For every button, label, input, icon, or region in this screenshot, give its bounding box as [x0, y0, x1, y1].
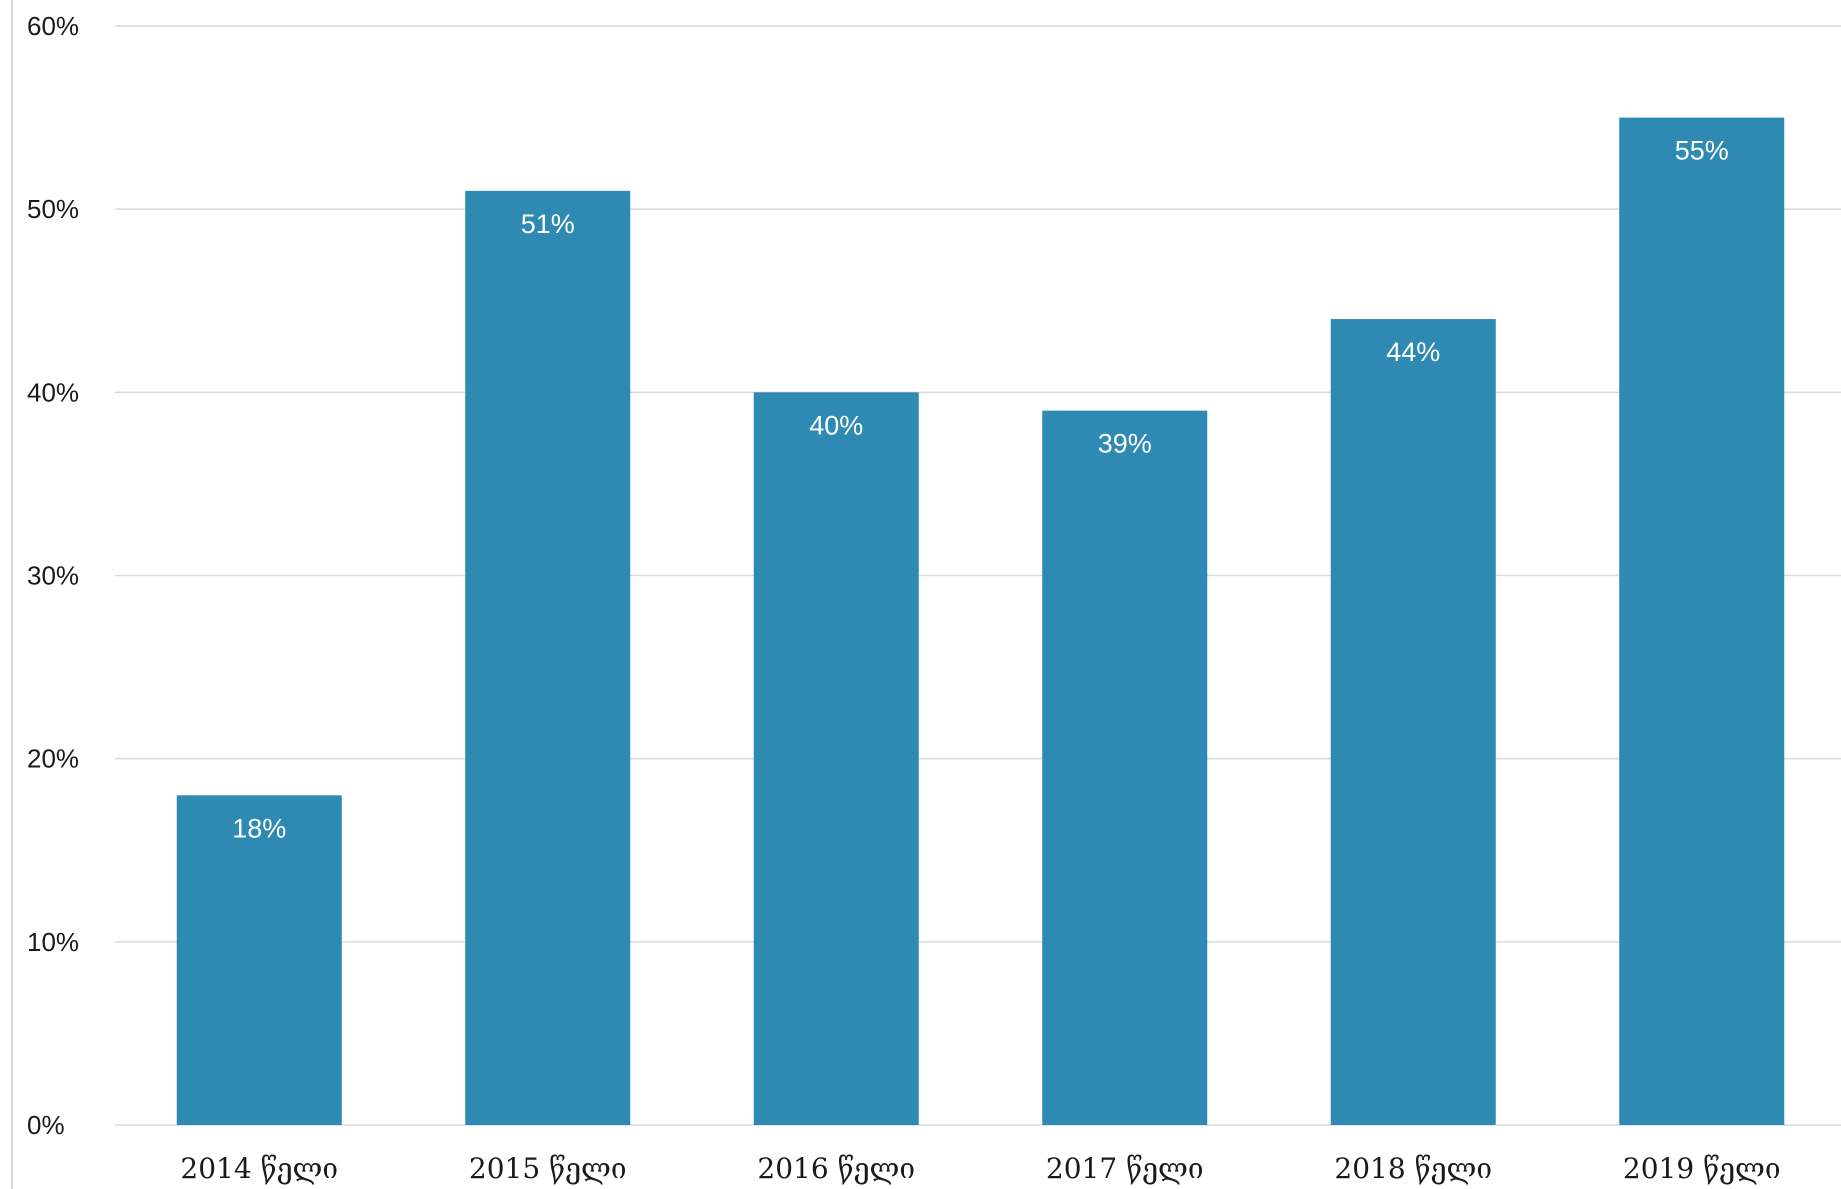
y-tick-label: 30% — [27, 561, 79, 591]
y-axis-tick-labels: 0% 10% 20% 30% 40% 50% 60% — [27, 11, 79, 1140]
bar — [465, 190, 631, 1126]
bar-value-label: 44% — [1386, 337, 1440, 367]
y-tick-label: 20% — [27, 744, 79, 774]
bar — [176, 795, 342, 1125]
y-tick-label: 60% — [27, 11, 79, 41]
x-axis-tick-labels: 2014 წელი 2015 წელი 2016 წელი 2017 წელი 2018… — [180, 1152, 1780, 1185]
x-tick-label: 2019 წელი — [1623, 1152, 1781, 1185]
bar — [1042, 410, 1208, 1125]
x-tick-label: 2016 წელი — [757, 1152, 915, 1185]
bar — [1330, 319, 1496, 1126]
bar-value-labels: 18% 51% 40% 39% 44% 55% — [232, 136, 1729, 844]
x-tick-label: 2018 წელი — [1334, 1152, 1492, 1185]
y-tick-label: 0% — [27, 1110, 65, 1140]
bar — [1619, 117, 1785, 1126]
x-tick-label: 2014 წელი — [180, 1152, 338, 1185]
bar-value-label: 55% — [1675, 136, 1729, 166]
x-tick-label: 2015 წელი — [469, 1152, 627, 1185]
x-tick-label: 2017 წელი — [1046, 1152, 1204, 1185]
bar-value-label: 40% — [809, 410, 863, 440]
y-tick-label: 50% — [27, 194, 79, 224]
bars — [176, 117, 1785, 1126]
gridlines — [115, 25, 1841, 1126]
y-tick-label: 10% — [27, 927, 79, 957]
y-tick-label: 40% — [27, 377, 79, 407]
bar-value-label: 39% — [1098, 429, 1152, 459]
bar — [753, 392, 919, 1125]
bar-value-label: 18% — [232, 813, 286, 843]
bar-value-label: 51% — [521, 209, 575, 239]
